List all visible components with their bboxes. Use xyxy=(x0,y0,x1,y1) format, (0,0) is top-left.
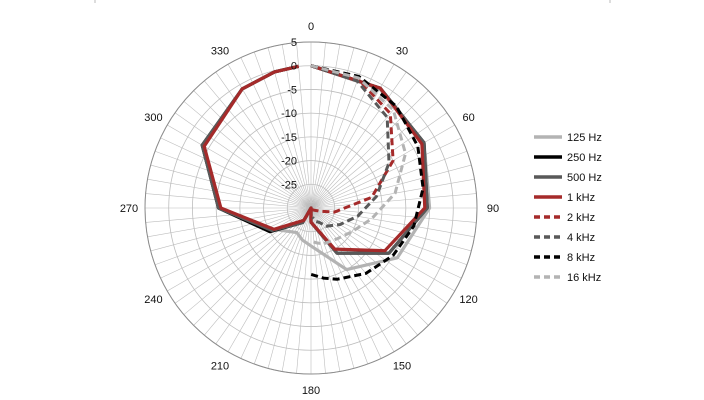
angle-tick-label: 210 xyxy=(211,361,229,373)
series-line-6 xyxy=(310,64,425,281)
grid-spoke xyxy=(240,207,312,359)
angle-labels: 0 30 60 90 120 150 180 210 240 270 300 330 xyxy=(120,21,499,397)
radial-tick-label: -5 xyxy=(287,84,297,96)
grid-spoke xyxy=(310,207,395,352)
grid-spoke xyxy=(310,207,475,238)
radial-tick-label: -15 xyxy=(281,132,297,144)
grid-spoke xyxy=(267,207,312,369)
radial-tick-label: 5 xyxy=(291,37,297,49)
grid-spoke xyxy=(310,112,448,209)
legend-label: 500 Hz xyxy=(567,172,602,184)
radial-tick-label: -25 xyxy=(281,179,297,191)
angle-tick-label: 30 xyxy=(396,45,408,57)
grid-spoke xyxy=(310,90,429,209)
angle-tick-label: 330 xyxy=(211,45,229,57)
grid-spoke xyxy=(204,207,312,336)
legend-label: 250 Hz xyxy=(567,152,602,164)
grid-ring xyxy=(286,183,336,233)
legend-label: 1 kHz xyxy=(567,192,595,204)
series-line-5 xyxy=(310,64,391,228)
grid-spoke xyxy=(310,207,472,252)
grid-spoke xyxy=(150,164,312,209)
legend: 125 Hz 250 Hz 500 Hz 1 kHz 2 kHz 4 kHz 8 kHz 16… xyxy=(534,132,602,284)
grid-spoke xyxy=(310,207,418,336)
grid-spoke xyxy=(281,44,312,209)
legend-label: 8 kHz xyxy=(567,252,595,264)
grid-spoke xyxy=(281,207,312,372)
grid-spoke xyxy=(296,42,312,209)
grid-ring xyxy=(263,160,359,256)
angle-tick-label: 180 xyxy=(302,385,320,397)
angle-tick-label: 120 xyxy=(459,294,477,306)
legend-label: 4 kHz xyxy=(567,232,595,244)
grid-spoke xyxy=(310,207,355,369)
grid-spoke xyxy=(193,90,312,209)
grid-spoke xyxy=(193,207,312,326)
radial-labels: 5 0 -5 -10 -15 -20 -25 xyxy=(281,37,297,191)
polar-grid xyxy=(144,41,478,375)
grid-spoke xyxy=(240,57,312,209)
grid-spoke xyxy=(310,178,475,209)
angle-tick-label: 150 xyxy=(393,361,411,373)
legend-label: 125 Hz xyxy=(567,132,602,144)
grid-spoke xyxy=(310,124,455,209)
grid-spoke xyxy=(310,207,462,279)
grid-spoke xyxy=(167,124,312,209)
radial-tick-label: 0 xyxy=(291,61,297,73)
grid-spoke xyxy=(145,207,312,223)
grid-spoke xyxy=(310,207,429,326)
grid-spoke xyxy=(150,207,312,252)
grid-spoke xyxy=(147,207,312,238)
grid-spoke xyxy=(310,207,448,304)
radial-tick-label: -10 xyxy=(281,108,297,120)
series-line-3 xyxy=(202,64,427,253)
grid-spoke xyxy=(310,207,382,359)
grid-spoke xyxy=(167,207,312,292)
grid-spoke xyxy=(310,207,341,372)
grid-spoke xyxy=(310,57,382,209)
grid-ring xyxy=(215,112,407,304)
grid-spoke xyxy=(215,71,312,209)
grid-spoke xyxy=(253,207,312,365)
grid-spoke xyxy=(174,112,312,209)
grid-spoke xyxy=(310,71,407,209)
grid-spoke xyxy=(310,193,477,209)
grid-spoke xyxy=(310,101,439,209)
grid-spoke xyxy=(160,207,312,279)
grid-spoke xyxy=(154,207,312,266)
radial-tick-label: -20 xyxy=(281,156,297,168)
angle-tick-label: 270 xyxy=(120,203,138,215)
grid-spoke xyxy=(267,47,312,209)
grid-spoke xyxy=(204,80,312,209)
series-line-7 xyxy=(310,64,407,246)
grid-spoke xyxy=(296,207,312,374)
grid-spoke xyxy=(310,207,468,266)
grid-spoke xyxy=(310,207,326,374)
outer-ring xyxy=(144,41,478,375)
grid-spoke xyxy=(310,164,472,209)
grid-spoke xyxy=(310,80,418,209)
angle-tick-label: 240 xyxy=(144,294,162,306)
grid-spoke xyxy=(183,101,312,209)
angle-tick-label: 300 xyxy=(144,112,162,124)
grid-spoke xyxy=(215,207,312,345)
angle-tick-label: 0 xyxy=(308,21,314,33)
legend-label: 16 kHz xyxy=(567,272,601,284)
angle-tick-label: 90 xyxy=(487,203,499,215)
grid-spoke xyxy=(154,150,312,209)
grid-spoke xyxy=(160,137,312,209)
series-line-4 xyxy=(309,64,395,214)
angle-tick-label: 60 xyxy=(462,112,474,124)
legend-label: 2 kHz xyxy=(567,212,595,224)
grid-spoke xyxy=(147,178,312,209)
grid-spoke xyxy=(145,193,312,209)
grid-spoke xyxy=(310,150,468,209)
series-layer xyxy=(200,64,432,281)
